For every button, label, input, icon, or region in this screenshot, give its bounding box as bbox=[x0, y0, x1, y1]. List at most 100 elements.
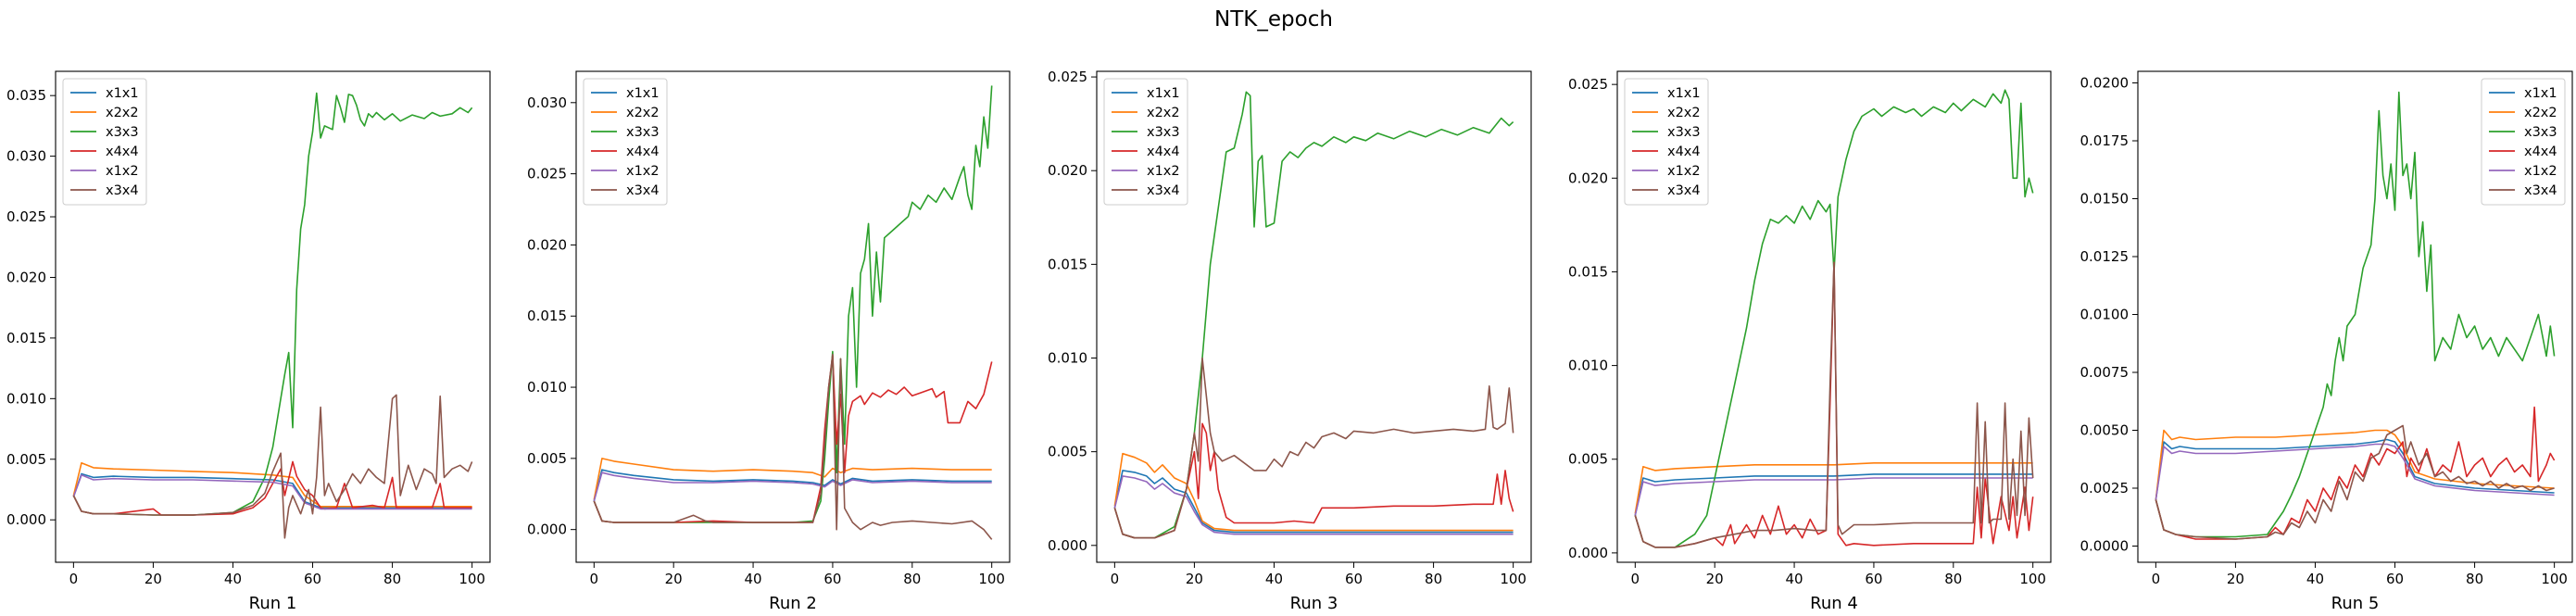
legend-label-x2x2: x2x2 bbox=[106, 106, 139, 120]
legend-label-x1x1: x1x1 bbox=[2524, 86, 2557, 101]
y-tick-label: 0.025 bbox=[1048, 69, 1087, 85]
legend-label-x2x2: x2x2 bbox=[626, 106, 660, 120]
series-lines bbox=[1634, 89, 2034, 548]
y-tick-label: 0.020 bbox=[1568, 170, 1608, 186]
series-lines bbox=[593, 85, 993, 540]
x-tick-label: 20 bbox=[145, 571, 162, 587]
legend-box bbox=[2481, 78, 2566, 206]
legend-label-x3x4: x3x4 bbox=[1667, 183, 1701, 198]
series-lines bbox=[72, 92, 473, 539]
y-tick-label: 0.005 bbox=[6, 451, 46, 468]
y-tick-label: 0.010 bbox=[1048, 350, 1087, 367]
legend-label-x1x1: x1x1 bbox=[1147, 86, 1180, 101]
legend-label-x1x2: x1x2 bbox=[1667, 164, 1701, 179]
x-tick-label: 100 bbox=[459, 571, 485, 587]
legend-label-x1x2: x1x2 bbox=[2524, 164, 2557, 179]
y-tick-label: 0.0075 bbox=[2080, 364, 2130, 381]
x-tick-label: 80 bbox=[903, 571, 921, 587]
series-line-x4x4 bbox=[2155, 406, 2556, 540]
subplot-panels: 0 20 40 60 80 100 0.000 0.005 0.010 0.015 0.020 0.0… bbox=[6, 69, 2573, 613]
series-line-x3x4 bbox=[2155, 424, 2555, 540]
y-tick-label: 0.015 bbox=[1568, 263, 1608, 280]
y-tick-label: 0.020 bbox=[527, 236, 567, 253]
legend-label-x3x3: x3x3 bbox=[2524, 125, 2557, 140]
y-tick-label: 0.030 bbox=[6, 148, 46, 165]
legend: x1x1 x2x2 x3x3 x4x4 x1x2 x3x4 bbox=[62, 78, 147, 206]
x-tick-label: 0 bbox=[1111, 571, 1120, 587]
legend-box bbox=[583, 78, 668, 206]
legend-label-x1x2: x1x2 bbox=[1147, 164, 1180, 179]
series-line-x3x4 bbox=[72, 394, 473, 539]
x-tick-label: 20 bbox=[665, 571, 683, 587]
series-lines bbox=[2155, 91, 2556, 540]
series-line-x2x2 bbox=[593, 458, 992, 500]
subplot-run-5: 0 20 40 60 80 100 0.0000 0.0025 0.0050 0.0075 0.01… bbox=[2080, 70, 2573, 613]
legend-label-x4x4: x4x4 bbox=[106, 145, 139, 159]
x-tick-label: 60 bbox=[1865, 571, 1882, 587]
series-line-x1x2 bbox=[1113, 475, 1514, 535]
legend-label-x3x4: x3x4 bbox=[106, 183, 139, 198]
x-tick-label: 100 bbox=[2019, 571, 2046, 587]
y-tick-label: 0.020 bbox=[6, 269, 46, 285]
legend-label-x4x4: x4x4 bbox=[626, 145, 660, 159]
x-tick-label: 20 bbox=[1706, 571, 1724, 587]
series-line-x2x2 bbox=[1634, 462, 2033, 514]
series-line-x3x3 bbox=[1113, 91, 1514, 539]
x-axis-label: Run 1 bbox=[249, 594, 297, 613]
legend: x1x1 x2x2 x3x3 x4x4 x1x2 x3x4 bbox=[1624, 78, 1709, 206]
series-line-x3x3 bbox=[1634, 89, 2034, 548]
y-tick-label: 0.015 bbox=[6, 330, 46, 346]
y-tick-label: 0.010 bbox=[6, 390, 46, 407]
series-line-x1x2 bbox=[1634, 477, 2033, 516]
subplot-run-2: 0 20 40 60 80 100 0.000 0.005 0.010 0.015 0.020 0.0… bbox=[527, 70, 1011, 613]
series-line-x1x1 bbox=[2155, 438, 2555, 500]
legend-label-x3x3: x3x3 bbox=[106, 125, 139, 140]
y-tick-label: 0.000 bbox=[6, 511, 46, 528]
x-axis-label: Run 2 bbox=[769, 594, 817, 613]
legend-label-x1x2: x1x2 bbox=[626, 164, 660, 179]
x-axis-label: Run 4 bbox=[1810, 594, 1858, 613]
legend-label-x1x1: x1x1 bbox=[106, 86, 139, 101]
legend-box bbox=[1103, 78, 1188, 206]
series-line-x1x1 bbox=[1113, 470, 1514, 534]
legend-label-x1x1: x1x1 bbox=[1667, 86, 1701, 101]
x-tick-label: 40 bbox=[1265, 571, 1283, 587]
y-tick-label: 0.015 bbox=[527, 308, 567, 324]
y-tick-label: 0.000 bbox=[1568, 545, 1608, 561]
x-axis-label: Run 5 bbox=[2331, 594, 2380, 613]
series-line-x3x4 bbox=[1113, 357, 1514, 539]
legend-label-x3x3: x3x3 bbox=[1667, 125, 1701, 140]
y-tick-label: 0.025 bbox=[1568, 76, 1608, 93]
legend-label-x3x4: x3x4 bbox=[626, 183, 660, 198]
y-tick-label: 0.0175 bbox=[2080, 132, 2130, 149]
legend-label-x4x4: x4x4 bbox=[1147, 145, 1180, 159]
x-tick-label: 80 bbox=[1944, 571, 1962, 587]
series-line-x1x2 bbox=[593, 471, 992, 502]
y-tick-label: 0.035 bbox=[6, 87, 46, 104]
y-tick-label: 0.005 bbox=[1568, 451, 1608, 468]
legend: x1x1 x2x2 x3x3 x4x4 x1x2 x3x4 bbox=[583, 78, 668, 206]
series-line-x1x1 bbox=[1634, 473, 2033, 516]
legend-label-x3x4: x3x4 bbox=[1147, 183, 1180, 198]
legend-label-x2x2: x2x2 bbox=[1667, 106, 1701, 120]
y-tick-label: 0.010 bbox=[1568, 358, 1608, 374]
x-tick-label: 40 bbox=[224, 571, 242, 587]
x-tick-label: 80 bbox=[1425, 571, 1442, 587]
series-line-x1x1 bbox=[593, 469, 992, 502]
legend-label-x4x4: x4x4 bbox=[1667, 145, 1701, 159]
legend: x1x1 x2x2 x3x3 x4x4 x1x2 x3x4 bbox=[2481, 78, 2566, 206]
x-tick-label: 80 bbox=[383, 571, 401, 587]
y-tick-label: 0.0125 bbox=[2080, 248, 2130, 265]
y-tick-label: 0.000 bbox=[1048, 537, 1087, 554]
x-tick-label: 40 bbox=[1786, 571, 1803, 587]
legend-label-x3x4: x3x4 bbox=[2524, 183, 2557, 198]
y-tick-label: 0.005 bbox=[1048, 444, 1087, 460]
series-line-x3x4 bbox=[1634, 261, 2034, 548]
y-tick-label: 0.030 bbox=[527, 94, 567, 111]
x-tick-label: 60 bbox=[1345, 571, 1363, 587]
figure-title: NTK_epoch bbox=[1214, 7, 1333, 31]
x-tick-label: 40 bbox=[2306, 571, 2324, 587]
series-line-x2x2 bbox=[2155, 429, 2555, 500]
legend-label-x3x3: x3x3 bbox=[626, 125, 660, 140]
